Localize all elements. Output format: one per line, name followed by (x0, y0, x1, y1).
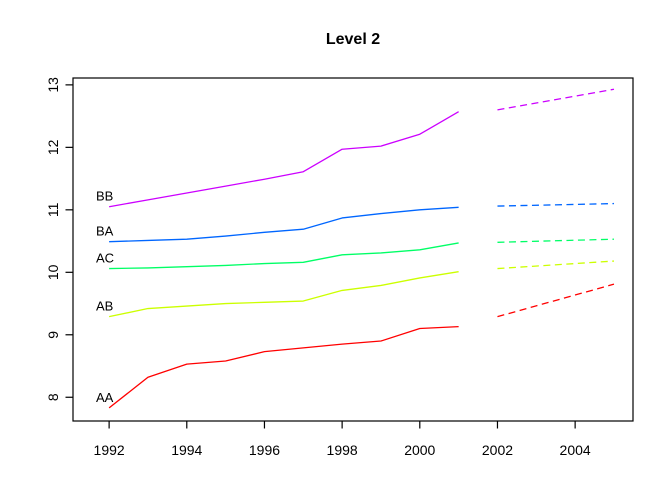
x-axis-tick-label-2002: 2002 (482, 442, 513, 458)
plot-border (72, 77, 634, 422)
series-forecast-line-AB (497, 260, 615, 270)
y-axis-tick-label-11: 11 (45, 202, 61, 217)
x-axis-tick-label-1996: 1996 (249, 442, 280, 458)
series-line-AB (108, 271, 459, 318)
x-axis-tick-label-1992: 1992 (94, 442, 125, 458)
series-line-AA (108, 326, 459, 409)
x-axis-tick-label-2004: 2004 (560, 442, 591, 458)
x-axis-tick-label-1998: 1998 (327, 442, 358, 458)
y-axis-tick-label-10: 10 (45, 264, 61, 280)
series-line-BB (109, 111, 459, 208)
x-axis-tick-label-2000: 2000 (404, 442, 435, 458)
series-label-AC: AC (96, 251, 114, 266)
series-forecast-line-BA (497, 202, 614, 207)
chart-title: Level 2 (325, 31, 381, 48)
series-line-AC (109, 242, 459, 270)
series-forecast-line-BB (497, 88, 615, 111)
series-label-AB: AB (96, 299, 113, 314)
x-axis-tick-label-1994: 1994 (171, 442, 202, 458)
series-label-BA: BA (96, 224, 114, 239)
series-forecast-line-AC (497, 238, 614, 243)
series-line-BA (109, 206, 459, 243)
series-label-BB: BB (96, 189, 113, 204)
y-axis-tick-label-8: 8 (45, 393, 61, 401)
series-label-AA: AA (96, 390, 114, 405)
y-axis-tick-label-9: 9 (45, 331, 61, 339)
y-axis-tick-label-12: 12 (45, 139, 61, 155)
series-forecast-line-AA (497, 283, 615, 318)
y-axis-tick-label-13: 13 (45, 77, 61, 93)
